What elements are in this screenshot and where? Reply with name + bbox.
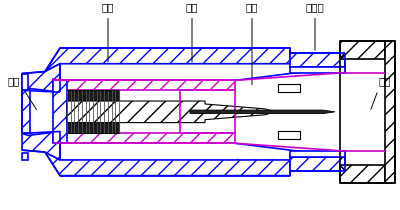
Bar: [278, 131, 300, 139]
Bar: [22, 90, 30, 133]
Text: 针芯: 针芯: [186, 2, 198, 12]
Bar: [22, 153, 28, 160]
Bar: [290, 151, 345, 157]
Bar: [53, 80, 235, 90]
Bar: [290, 67, 345, 73]
Polygon shape: [45, 48, 290, 72]
Text: 尾盖: 尾盖: [8, 76, 20, 86]
Bar: [385, 41, 395, 182]
Bar: [290, 53, 345, 67]
Polygon shape: [190, 110, 335, 114]
Bar: [180, 90, 235, 133]
Bar: [340, 165, 385, 182]
Bar: [53, 80, 67, 143]
Bar: [290, 157, 345, 171]
Bar: [278, 84, 300, 92]
Text: 盖帽: 盖帽: [379, 76, 391, 86]
Text: 推发器: 推发器: [306, 2, 324, 12]
Polygon shape: [45, 152, 290, 176]
Text: 弹簧: 弹簧: [102, 2, 114, 12]
Polygon shape: [67, 101, 275, 123]
Bar: [340, 41, 385, 59]
Polygon shape: [22, 64, 60, 92]
Text: 钢针: 钢针: [246, 2, 258, 12]
Bar: [22, 74, 28, 90]
Text: Apy testing.com: Apy testing.com: [233, 158, 307, 167]
Polygon shape: [22, 131, 60, 160]
Bar: [67, 90, 119, 133]
Bar: [53, 133, 235, 143]
